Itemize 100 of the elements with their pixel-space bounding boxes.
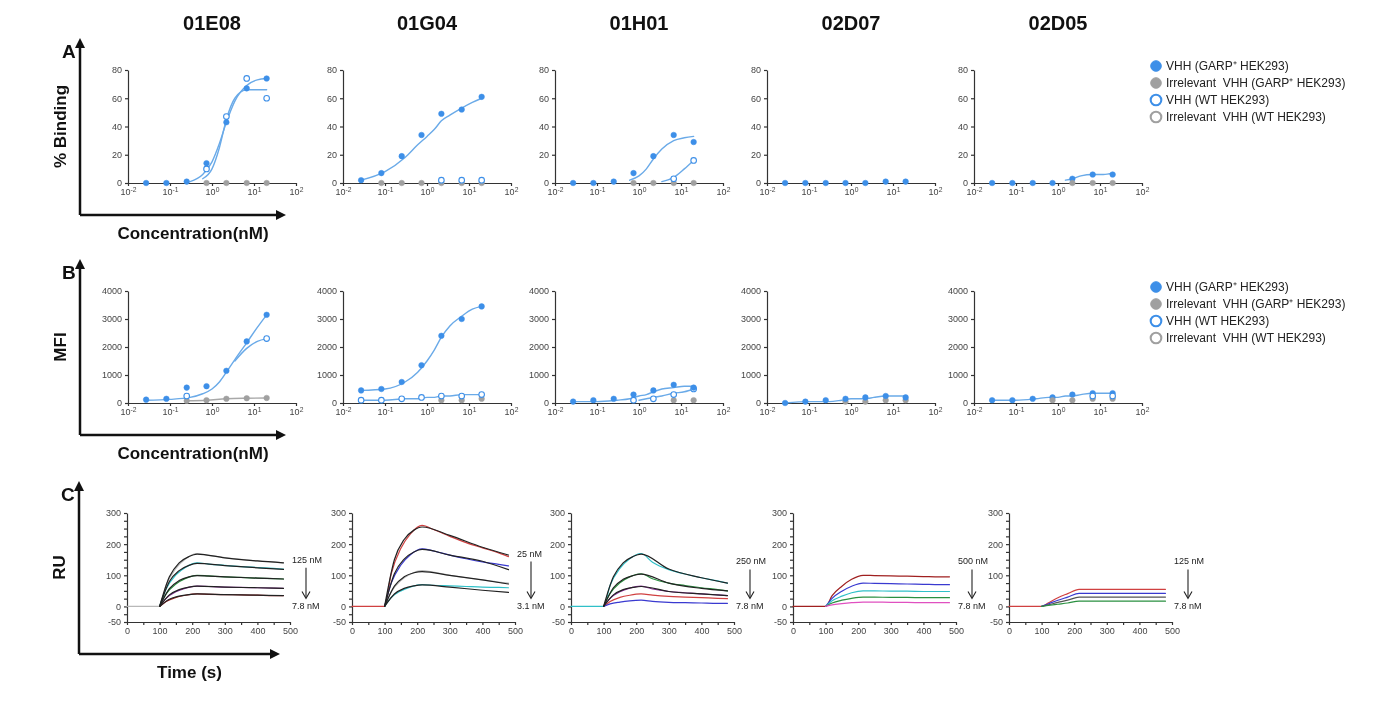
x-tick-label: 300	[661, 626, 677, 637]
text: 7.8 nM	[736, 601, 764, 612]
legend-label: Irrelevant VHH (WT HEK293)	[1166, 331, 1326, 345]
x-tick-label: 10$^{2}$	[928, 405, 943, 418]
x-tick-label: 10$^{1}$	[247, 405, 262, 418]
y-tick-label: 60	[111, 93, 122, 104]
text: 7.8 nM	[958, 601, 986, 612]
y-tick-label: 40	[957, 121, 968, 132]
y-tick-label: 3000	[528, 314, 549, 325]
y-tick-label: 0	[559, 601, 565, 612]
chart-title: 01H01	[609, 12, 669, 34]
x-tick-label: 200	[851, 626, 867, 637]
y-tick-label: 0	[116, 178, 122, 189]
x-tick-label: 0	[1006, 626, 1013, 637]
x-tick-label: 10$^{2}$	[716, 185, 731, 198]
y-axis-title: MFI	[51, 332, 70, 362]
x-tick-label: 10$^{2}$	[1135, 405, 1150, 418]
y-tick-label: 0	[340, 601, 346, 612]
x-tick-label: 400	[916, 626, 932, 637]
y-tick-label: 0	[543, 398, 549, 409]
x-tick-label: 500	[726, 626, 743, 637]
y-tick-label: 4000	[528, 286, 549, 297]
y-tick-label: 1000	[101, 370, 122, 381]
text: 125 nM	[1174, 556, 1205, 567]
x-tick-label: 10$^{0}$	[420, 405, 435, 418]
x-tick-label: 10$^{0}$	[844, 405, 859, 418]
y-tick-label: 0	[997, 601, 1003, 612]
x-tick-label: 10$^{1}$	[462, 185, 477, 198]
legend-label: Irrelevant VHH (WT HEK293)	[1166, 110, 1326, 124]
y-tick-label: 1000	[316, 370, 337, 381]
y-tick-label: 40	[326, 121, 337, 132]
x-tick-label: 10$^{2}$	[289, 185, 304, 198]
x-tick-label: 300	[1099, 626, 1115, 637]
x-tick-label: 10$^{2}$	[504, 185, 519, 198]
y-tick-label: 0	[331, 398, 337, 409]
x-tick-label: 400	[250, 626, 266, 637]
y-axis-title: RU	[50, 555, 69, 580]
x-tick-label: 200	[1067, 626, 1083, 637]
y-tick-label: 80	[111, 65, 122, 76]
x-tick-label: 10$^{1}$	[247, 185, 262, 198]
x-tick-label: 10$^{-2}$	[120, 405, 137, 418]
y-tick-label: 0	[962, 178, 968, 189]
x-tick-label: 10$^{0}$	[1051, 405, 1066, 418]
x-tick-label: 100	[818, 626, 834, 637]
y-tick-label: -50	[551, 617, 565, 628]
x-tick-label: 200	[185, 626, 201, 637]
y-tick-label: 4000	[740, 286, 761, 297]
x-tick-label: 10$^{2}$	[1135, 185, 1150, 198]
x-tick-label: 500	[507, 626, 524, 637]
x-tick-label: 400	[475, 626, 491, 637]
y-tick-label: -50	[107, 617, 121, 628]
text: C	[61, 484, 75, 505]
y-tick-label: 80	[957, 65, 968, 76]
text: B	[62, 262, 76, 283]
y-tick-label: 2000	[740, 342, 761, 353]
legend-label: Irrelevant VHH (GARP⁺ HEK293)	[1166, 76, 1346, 90]
text: 25 nM	[517, 548, 543, 559]
y-tick-label: 4000	[101, 286, 122, 297]
y-tick-label: 200	[330, 539, 346, 550]
y-tick-label: 200	[987, 539, 1003, 550]
y-tick-label: 60	[326, 93, 337, 104]
x-tick-label: 0	[568, 626, 575, 637]
chart-title: 01E08	[183, 12, 241, 34]
y-tick-label: 100	[987, 570, 1003, 581]
x-tick-label: 10$^{-1}$	[589, 405, 606, 418]
y-tick-label: 0	[116, 398, 122, 409]
y-tick-label: 3000	[101, 314, 122, 325]
x-tick-label: 10$^{2}$	[928, 185, 943, 198]
x-tick-label: 10$^{2}$	[289, 405, 304, 418]
x-tick-label: 10$^{0}$	[205, 405, 220, 418]
chart-title: 02D05	[1028, 12, 1088, 34]
x-tick-label: 10$^{-2}$	[120, 185, 137, 198]
y-tick-label: 60	[750, 93, 761, 104]
x-tick-label: 10$^{0}$	[632, 185, 647, 198]
legend-label: VHH (WT HEK293)	[1166, 93, 1270, 107]
y-tick-label: 300	[549, 508, 565, 519]
y-tick-label: 20	[957, 150, 968, 161]
y-tick-label: 2000	[316, 342, 337, 353]
y-tick-label: 40	[750, 121, 761, 132]
x-tick-label: 200	[410, 626, 426, 637]
x-tick-label: 10$^{-1}$	[1008, 405, 1025, 418]
x-tick-label: 10$^{-2}$	[966, 405, 983, 418]
y-tick-label: 40	[111, 121, 122, 132]
x-tick-label: 100	[1034, 626, 1050, 637]
y-tick-label: 300	[771, 508, 787, 519]
x-tick-label: 10$^{2}$	[716, 405, 731, 418]
x-tick-label: 10$^{-1}$	[801, 185, 818, 198]
x-tick-label: 10$^{-2}$	[335, 185, 352, 198]
x-tick-label: 0	[790, 626, 797, 637]
y-tick-label: 2000	[101, 342, 122, 353]
y-tick-label: 3000	[740, 314, 761, 325]
x-tick-label: 300	[883, 626, 899, 637]
y-tick-label: 4000	[316, 286, 337, 297]
y-tick-label: 20	[326, 150, 337, 161]
x-tick-label: 0	[349, 626, 356, 637]
x-tick-label: 10$^{1}$	[886, 405, 901, 418]
x-tick-label: 10$^{-1}$	[801, 405, 818, 418]
y-tick-label: 80	[750, 65, 761, 76]
x-tick-label: 500	[282, 626, 299, 637]
y-tick-label: 300	[105, 508, 121, 519]
